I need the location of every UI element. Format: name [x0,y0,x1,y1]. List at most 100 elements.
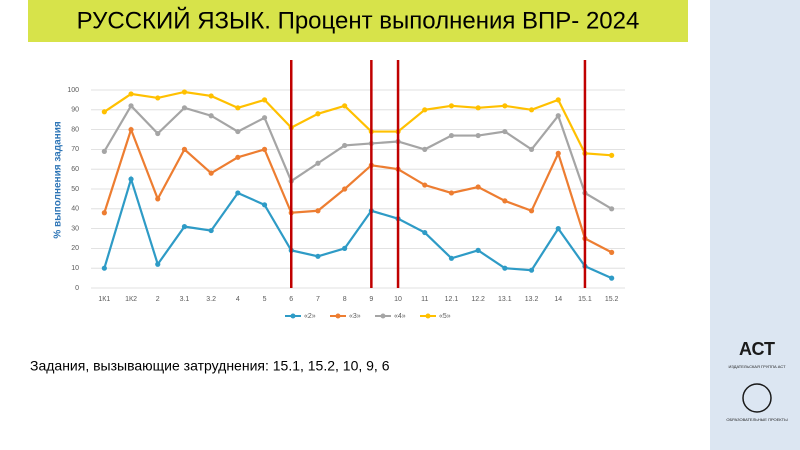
series-line [103,126,613,254]
x-tick-label: 2 [156,296,160,303]
legend-marker [425,313,431,319]
logo-brand: АСТ [739,339,775,359]
x-tick-label: 12.1 [445,296,459,303]
series-line [103,104,613,210]
data-point [609,275,615,281]
data-point [155,196,161,202]
x-tick-label: 7 [316,296,320,303]
data-point [422,107,428,113]
legend-marker [380,313,386,319]
data-point [315,253,321,259]
data-point [101,148,107,154]
data-point [128,103,134,109]
data-point [448,132,455,139]
x-tick-label: 12.2 [471,296,485,303]
data-point [609,152,615,158]
legend-marker [335,313,341,319]
data-point [181,224,188,230]
title-box [28,0,688,42]
data-point [528,146,535,152]
data-point [342,245,348,251]
data-point [261,115,268,121]
x-tick-label: 13.2 [525,296,539,303]
data-point [448,255,455,261]
y-tick-label: 60 [71,166,79,173]
data-point [555,97,561,103]
data-point [208,113,214,119]
x-tick-label: 3.2 [206,296,216,303]
data-point [528,267,535,273]
data-point [128,91,134,97]
data-point [235,105,241,111]
legend-label: «4» [394,313,406,320]
y-tick-label: 10 [71,265,79,272]
data-point [609,249,615,255]
data-point [475,105,481,111]
y-tick-label: 50 [71,186,79,193]
data-point [101,265,107,271]
data-point [155,95,161,101]
logo-subtitle: ОБРАЗОВАТЕЛЬНЫЕ ПРОЕКТЫ [726,417,788,422]
data-point [502,265,508,271]
data-point [555,226,561,232]
data-point [261,97,268,103]
data-point [235,190,241,196]
y-axis-label: % выполнения задания [53,121,64,239]
y-tick-label: 90 [71,107,79,114]
data-point [208,170,214,176]
y-tick-label: 20 [71,245,79,252]
y-tick-label: 30 [71,225,79,232]
legend-label: «3» [349,313,361,320]
y-tick-label: 40 [71,206,79,213]
x-tick-label: 15.2 [605,296,619,303]
y-tick-label: 0 [75,285,79,292]
y-tick-label: 100 [67,87,79,94]
data-point [315,208,321,214]
legend-marker [290,313,296,319]
legend-label: «2» [304,313,316,320]
data-point [475,132,481,139]
data-point [528,208,535,214]
x-tick-label: 9 [369,296,373,303]
data-point [475,184,481,190]
data-point [261,146,268,152]
x-tick-label: 5 [263,296,267,303]
x-tick-label: 10 [394,296,402,303]
x-tick-label: 14 [554,296,562,303]
x-tick-label: 1К2 [125,296,137,303]
data-point [422,182,428,188]
data-point [235,128,241,135]
x-tick-label: 13.1 [498,296,512,303]
x-tick-label: 4 [236,296,240,303]
data-point [315,160,321,166]
x-tick-label: 11 [421,296,428,303]
data-point [155,130,161,137]
series-line [103,90,612,157]
data-point [422,229,428,236]
data-point [101,210,107,216]
data-point [448,190,455,196]
x-tick-label: 8 [343,296,347,303]
data-point [181,105,188,111]
data-point [342,186,348,192]
data-point [342,142,348,149]
data-point [448,103,455,109]
chart-title: РУССКИЙ ЯЗЫК. Процент выполнения ВПР- 20… [77,6,640,34]
data-point [128,176,134,182]
x-tick-label: 1К1 [98,296,110,303]
x-tick-label: 6 [289,296,293,303]
logo: АСТ ИЗДАТЕЛЬСКАЯ ГРУППА АСТ ОБРАЗОВАТЕЛЬ… [726,339,788,422]
data-point [181,89,188,95]
data-point [555,113,561,119]
x-tick-label: 3.1 [180,296,190,303]
data-point [235,154,241,160]
data-point [208,93,214,99]
data-point [609,206,615,212]
y-tick-label: 80 [71,126,79,133]
data-point [502,103,508,109]
logo-caption: ИЗДАТЕЛЬСКАЯ ГРУППА АСТ [728,364,786,369]
data-point [208,227,214,234]
y-tick-label: 70 [71,146,79,153]
